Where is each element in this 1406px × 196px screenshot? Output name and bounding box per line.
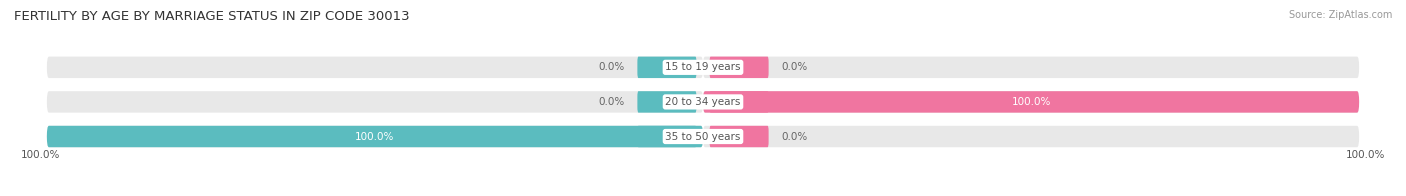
Text: 20 to 34 years: 20 to 34 years: [665, 97, 741, 107]
FancyBboxPatch shape: [710, 126, 769, 147]
Text: 100.0%: 100.0%: [1011, 97, 1050, 107]
FancyBboxPatch shape: [710, 57, 769, 78]
Text: FERTILITY BY AGE BY MARRIAGE STATUS IN ZIP CODE 30013: FERTILITY BY AGE BY MARRIAGE STATUS IN Z…: [14, 10, 409, 23]
FancyBboxPatch shape: [46, 57, 703, 78]
Text: 100.0%: 100.0%: [356, 132, 395, 142]
Text: 0.0%: 0.0%: [782, 132, 808, 142]
FancyBboxPatch shape: [637, 126, 696, 147]
Text: 0.0%: 0.0%: [598, 97, 624, 107]
FancyBboxPatch shape: [46, 126, 703, 147]
Text: 100.0%: 100.0%: [21, 150, 60, 160]
Text: 15 to 19 years: 15 to 19 years: [665, 62, 741, 72]
FancyBboxPatch shape: [46, 91, 703, 113]
FancyBboxPatch shape: [637, 57, 696, 78]
FancyBboxPatch shape: [637, 91, 696, 113]
FancyBboxPatch shape: [703, 91, 1360, 113]
FancyBboxPatch shape: [703, 91, 1360, 113]
FancyBboxPatch shape: [46, 126, 703, 147]
Text: 0.0%: 0.0%: [782, 62, 808, 72]
FancyBboxPatch shape: [710, 91, 769, 113]
Text: 0.0%: 0.0%: [598, 62, 624, 72]
FancyBboxPatch shape: [703, 126, 1360, 147]
Text: Source: ZipAtlas.com: Source: ZipAtlas.com: [1288, 10, 1392, 20]
Text: 35 to 50 years: 35 to 50 years: [665, 132, 741, 142]
FancyBboxPatch shape: [703, 57, 1360, 78]
Text: 100.0%: 100.0%: [1346, 150, 1385, 160]
